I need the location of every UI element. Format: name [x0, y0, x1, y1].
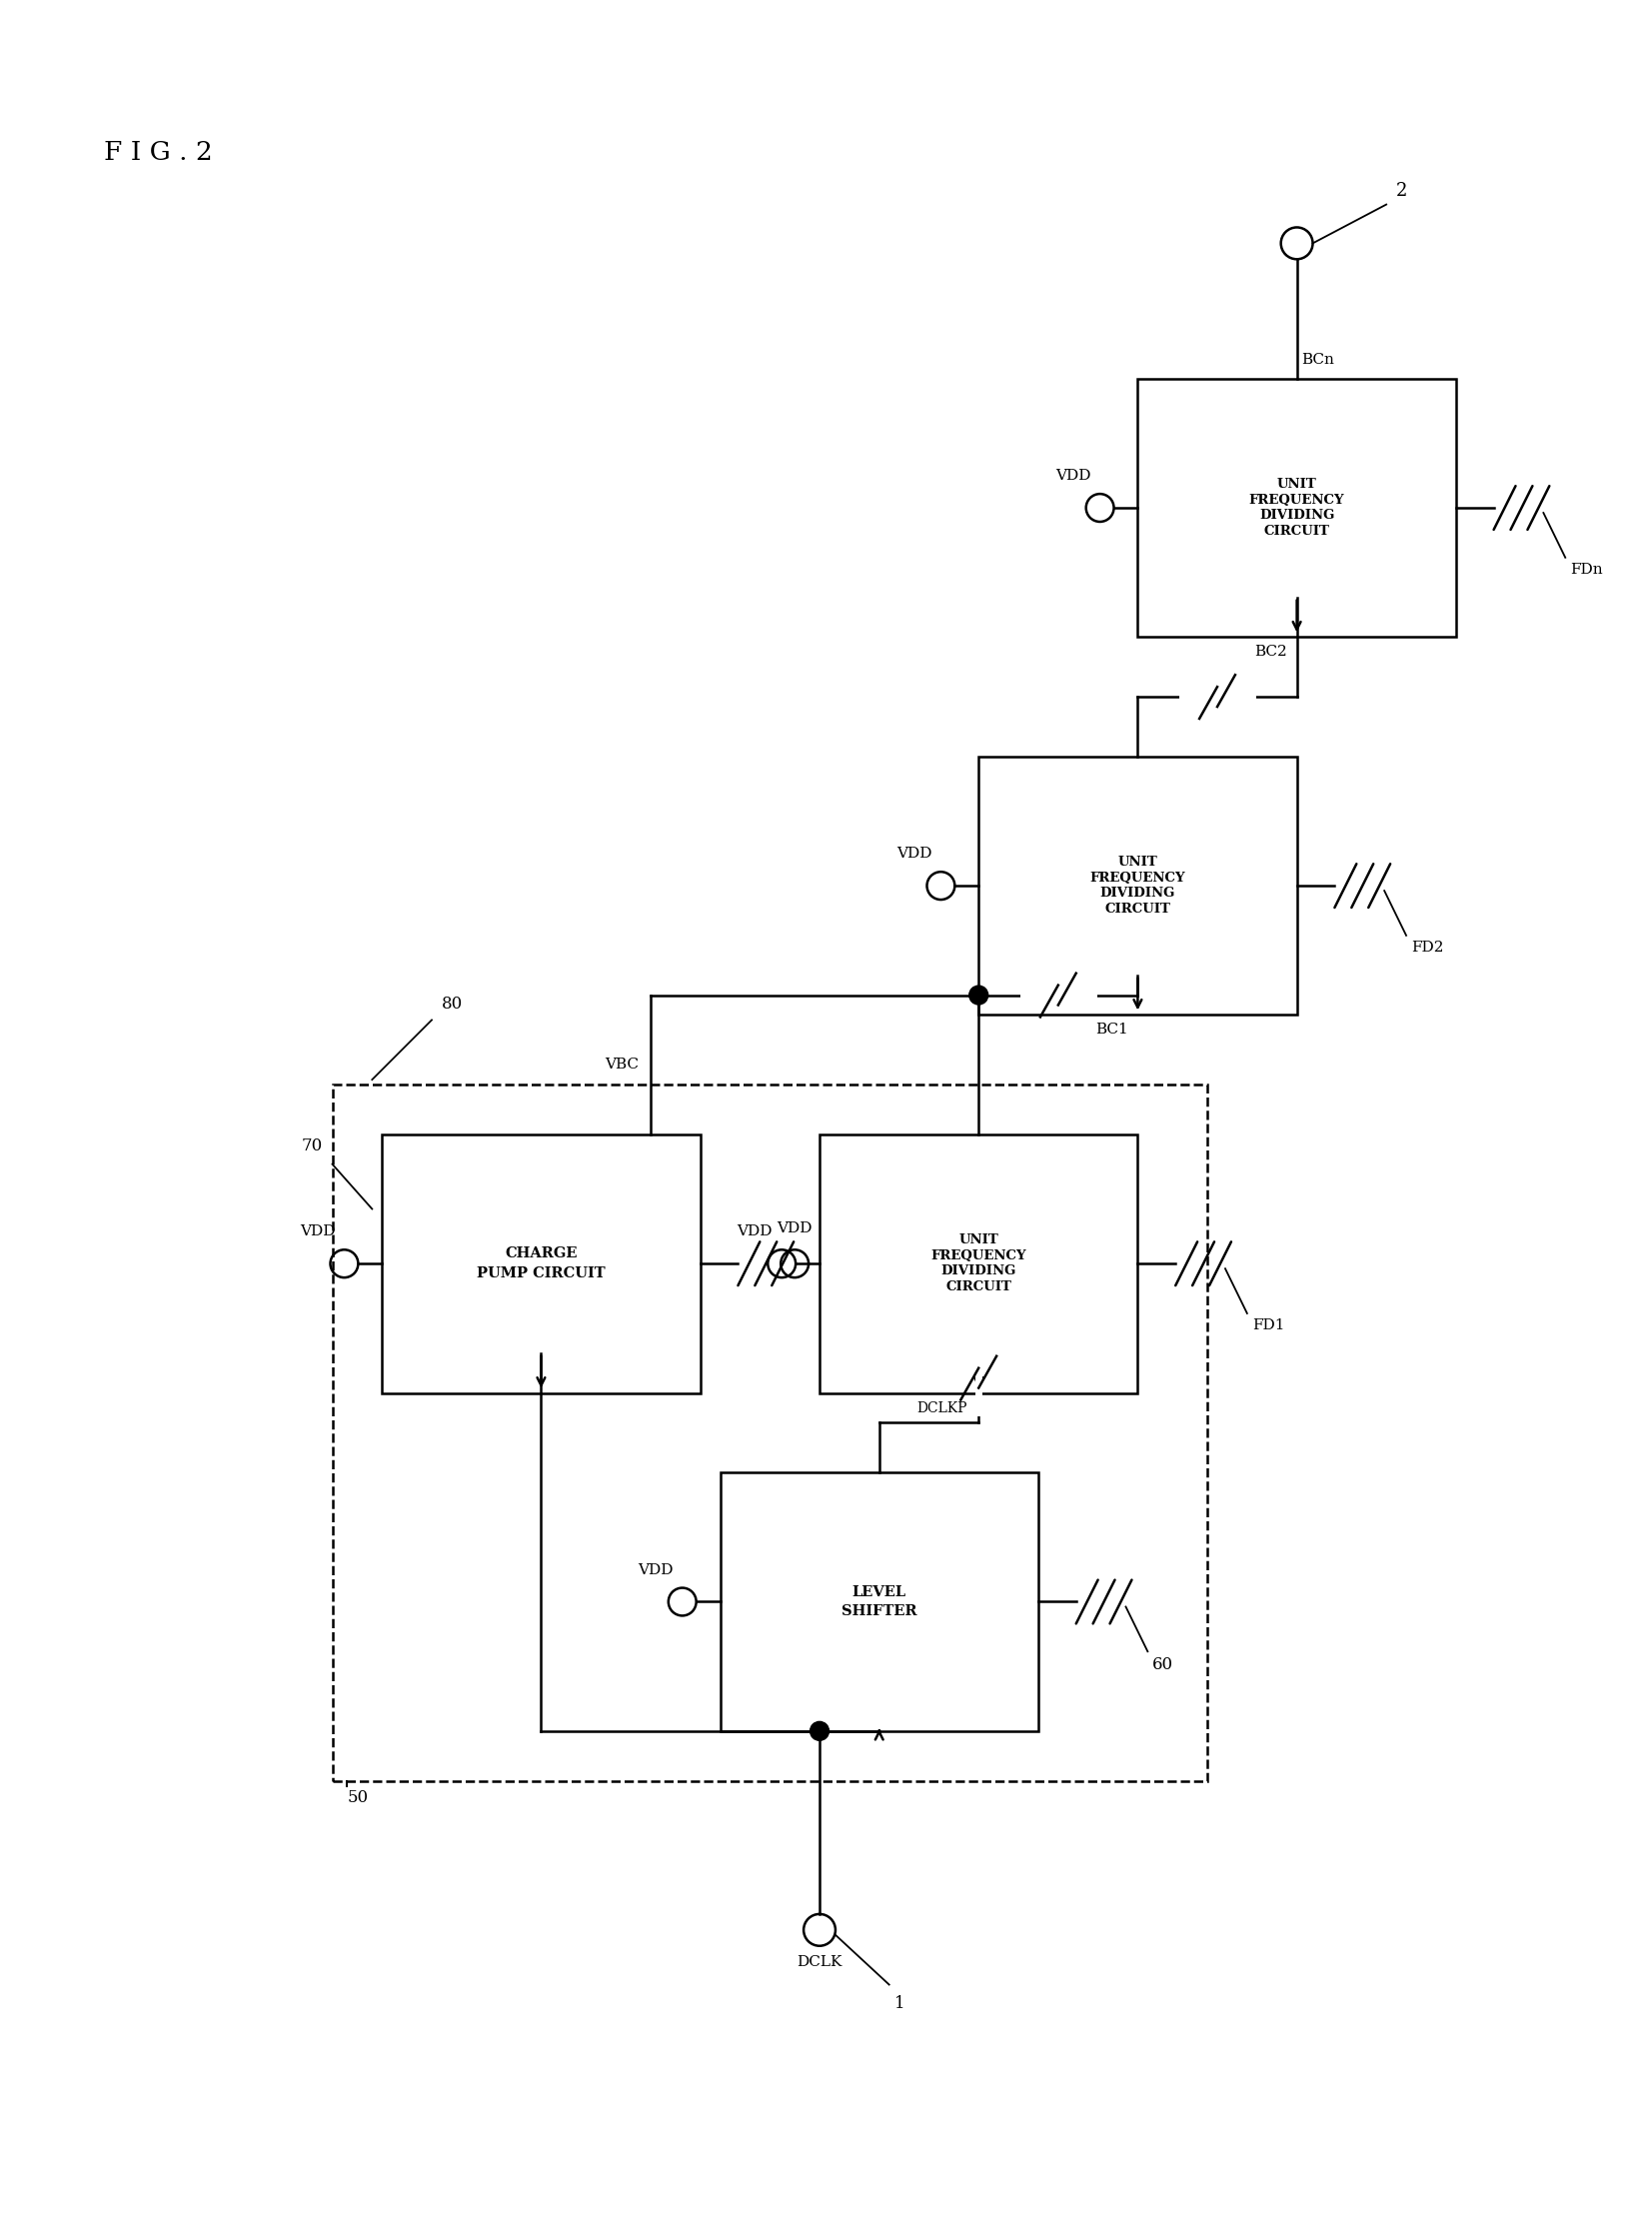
- FancyBboxPatch shape: [1138, 379, 1455, 638]
- Text: CHARGE
PUMP CIRCUIT: CHARGE PUMP CIRCUIT: [477, 1246, 605, 1280]
- Text: UNIT
FREQUENCY
DIVIDING
CIRCUIT: UNIT FREQUENCY DIVIDING CIRCUIT: [930, 1233, 1026, 1293]
- FancyBboxPatch shape: [382, 1134, 700, 1393]
- FancyBboxPatch shape: [819, 1134, 1138, 1393]
- Text: BCn: BCn: [1302, 352, 1335, 368]
- Text: VDD: VDD: [737, 1224, 773, 1240]
- Text: 50: 50: [347, 1789, 368, 1807]
- Text: BC1: BC1: [1095, 1023, 1128, 1036]
- Text: F I G . 2: F I G . 2: [104, 139, 213, 164]
- Text: LEVEL
SHIFTER: LEVEL SHIFTER: [841, 1585, 917, 1618]
- FancyBboxPatch shape: [978, 757, 1297, 1014]
- Text: VDD: VDD: [299, 1224, 335, 1240]
- Text: DCLKP: DCLKP: [917, 1401, 966, 1415]
- FancyBboxPatch shape: [720, 1472, 1039, 1731]
- Text: FD2: FD2: [1411, 941, 1444, 954]
- Text: VDD: VDD: [897, 848, 932, 861]
- Text: VDD: VDD: [638, 1563, 674, 1576]
- Text: UNIT
FREQUENCY
DIVIDING
CIRCUIT: UNIT FREQUENCY DIVIDING CIRCUIT: [1090, 857, 1186, 914]
- Text: VDD: VDD: [776, 1222, 813, 1235]
- Text: FDn: FDn: [1571, 562, 1602, 576]
- Circle shape: [809, 1722, 829, 1740]
- Text: FD1: FD1: [1252, 1317, 1285, 1333]
- Text: 70: 70: [301, 1138, 322, 1153]
- Text: VDD: VDD: [1056, 469, 1090, 483]
- Text: 60: 60: [1153, 1656, 1175, 1674]
- Text: 2: 2: [1396, 182, 1408, 199]
- Text: BC2: BC2: [1254, 644, 1287, 660]
- Text: UNIT
FREQUENCY
DIVIDING
CIRCUIT: UNIT FREQUENCY DIVIDING CIRCUIT: [1249, 478, 1345, 538]
- Text: 80: 80: [441, 996, 463, 1014]
- Text: 1: 1: [894, 1995, 905, 2013]
- Text: DCLK: DCLK: [796, 1955, 843, 1968]
- Text: VBC: VBC: [605, 1058, 639, 1072]
- Circle shape: [970, 985, 988, 1005]
